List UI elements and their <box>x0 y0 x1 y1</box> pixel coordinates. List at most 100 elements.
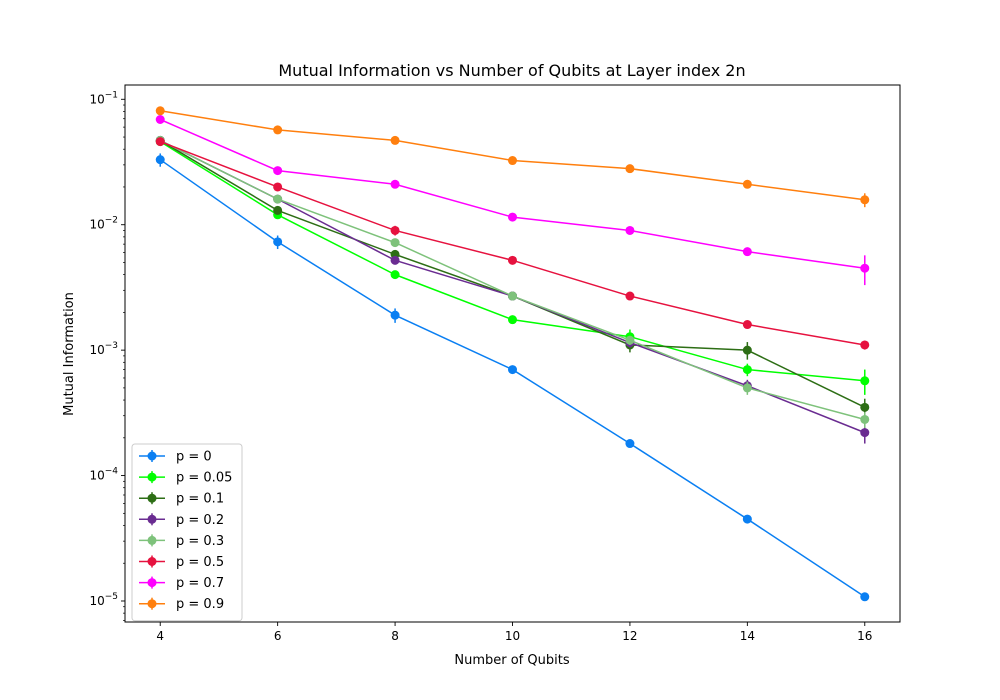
data-point <box>625 439 635 449</box>
y-tick-base: 10 <box>89 469 104 483</box>
legend-box <box>131 443 243 622</box>
y-tick-label: 10−4 <box>89 467 118 483</box>
data-point <box>390 270 400 280</box>
legend-label: p = 0.3 <box>176 534 224 549</box>
legend-label: p = 0.2 <box>176 513 224 528</box>
data-point <box>742 365 752 375</box>
series-layer <box>155 106 870 602</box>
series-5 <box>155 137 870 350</box>
data-point <box>860 592 870 602</box>
data-point <box>508 212 517 222</box>
data-point <box>742 179 752 189</box>
series-0 <box>155 153 870 602</box>
legend-marker <box>147 493 157 503</box>
series-7 <box>155 106 870 208</box>
data-point <box>155 155 165 165</box>
data-point <box>155 115 165 125</box>
data-point <box>508 291 517 301</box>
x-tick-label: 14 <box>740 629 755 643</box>
legend-marker <box>147 535 157 545</box>
data-point <box>273 182 283 192</box>
legend-marker <box>147 472 157 482</box>
x-tick-label: 6 <box>274 629 282 643</box>
data-point <box>860 376 870 386</box>
legend-marker <box>147 557 157 566</box>
data-point <box>273 237 283 247</box>
data-point <box>508 156 517 166</box>
legend-label: p = 0.5 <box>176 555 224 570</box>
y-tick-base: 10 <box>89 218 104 232</box>
legend-marker <box>147 599 157 609</box>
x-tick-label: 16 <box>857 629 872 643</box>
data-point <box>390 238 400 248</box>
data-point <box>860 195 870 205</box>
data-point <box>742 320 752 330</box>
legend-item: p = 0.5 <box>139 555 224 570</box>
data-point <box>390 179 400 189</box>
legend-marker <box>147 451 157 461</box>
data-point <box>742 383 752 393</box>
data-point <box>860 428 870 438</box>
y-tick-label: 10−1 <box>89 90 118 106</box>
data-point <box>625 291 635 301</box>
data-point <box>625 164 635 174</box>
data-point <box>390 135 400 145</box>
x-tick-label: 10 <box>505 629 520 643</box>
y-tick-label: 10−2 <box>89 216 118 232</box>
y-tick-exponent: −5 <box>105 592 118 602</box>
chart-title: Mutual Information vs Number of Qubits a… <box>278 61 745 80</box>
data-point <box>860 402 870 412</box>
x-axis-label: Number of Qubits <box>454 653 569 668</box>
series-6 <box>155 115 870 286</box>
legend-label: p = 0 <box>176 450 212 465</box>
y-axis-label: Mutual Information <box>62 292 77 416</box>
legend-label: p = 0.7 <box>176 576 224 591</box>
data-point <box>155 137 165 147</box>
y-tick-exponent: −3 <box>105 341 118 351</box>
data-point <box>860 263 870 273</box>
y-tick-label: 10−5 <box>89 592 118 608</box>
data-point <box>508 255 517 265</box>
y-tick-base: 10 <box>89 343 104 357</box>
data-point <box>273 194 283 204</box>
legend-label: p = 0.05 <box>176 471 232 486</box>
x-tick-label: 8 <box>391 629 399 643</box>
legend-item: p = 0.1 <box>139 492 224 507</box>
legend-marker <box>147 514 157 524</box>
legend-label: p = 0.9 <box>176 597 224 612</box>
y-tick-exponent: −1 <box>105 90 118 100</box>
legend-marker <box>147 578 157 588</box>
legend-item: p = 0.05 <box>139 471 232 486</box>
legend-item: p = 0.2 <box>139 513 224 528</box>
data-point <box>273 125 283 135</box>
data-point <box>273 166 283 176</box>
data-point <box>742 514 752 524</box>
data-point <box>625 335 635 345</box>
data-point <box>508 315 517 325</box>
data-point <box>860 414 870 424</box>
data-point <box>390 310 400 320</box>
y-tick-exponent: −4 <box>105 467 119 477</box>
legend: p = 0 p = 0.05 p = 0.1 p = 0.2 p = 0.3 p = 0.… <box>131 443 243 622</box>
legend-item: p = 0.3 <box>139 534 224 549</box>
y-tick-exponent: −2 <box>105 216 118 226</box>
legend-label: p = 0.1 <box>176 492 224 507</box>
data-point <box>273 205 283 215</box>
data-point <box>508 365 517 375</box>
y-tick-base: 10 <box>89 594 104 608</box>
data-point <box>390 225 400 235</box>
y-tick-base: 10 <box>89 92 104 106</box>
x-tick-label: 4 <box>156 629 164 643</box>
data-point <box>860 340 870 350</box>
x-tick-label: 12 <box>622 629 637 643</box>
axes-frame <box>124 84 901 623</box>
data-point <box>742 345 752 355</box>
y-tick-label: 10−3 <box>89 341 118 357</box>
data-point <box>155 106 165 116</box>
data-point <box>625 225 635 235</box>
legend-item: p = 0.7 <box>139 576 224 591</box>
data-point <box>390 255 400 265</box>
legend-item: p = 0 <box>139 450 212 465</box>
